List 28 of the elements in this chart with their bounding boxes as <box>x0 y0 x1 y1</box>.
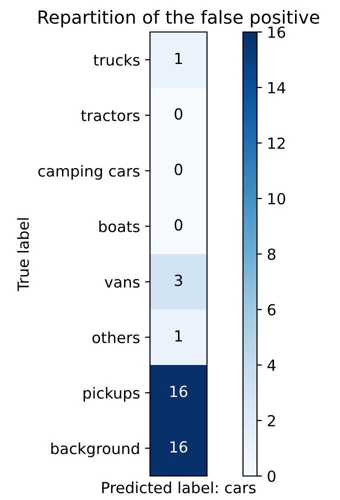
y-axis-title: True label <box>17 218 29 292</box>
data-label: 0 <box>174 219 182 231</box>
color-bar-label: 12 <box>268 137 285 149</box>
y-tick-label: others <box>92 331 140 344</box>
color-bar-label: 16 <box>268 26 286 38</box>
y-tick-label: vans <box>104 279 140 288</box>
y-tick-label: camping cars <box>38 164 140 180</box>
y-tick-label: tractors <box>81 110 140 122</box>
data-label: 0 <box>174 164 182 176</box>
color-bar-label: 0 <box>268 470 276 482</box>
y-tick-label: trucks <box>94 54 140 66</box>
color-bar-label: 8 <box>268 248 276 260</box>
color-bar-label: 2 <box>268 414 275 426</box>
chart-title: Repartition of the false positive <box>38 10 320 28</box>
y-tick-label: background <box>51 442 139 458</box>
y-tick-label: boats <box>99 220 140 232</box>
data-label: 16 <box>170 441 188 453</box>
color-bar-label: 6 <box>268 304 276 316</box>
x-axis-title: Predicted label: cars <box>102 482 256 494</box>
color-bar-label: 10 <box>268 192 286 205</box>
data-label: 0 <box>174 108 182 120</box>
data-label: 1 <box>175 52 182 64</box>
color-bar-label: 14 <box>268 82 286 94</box>
color-bar-label: 4 <box>267 360 276 371</box>
data-label: 3 <box>174 274 182 286</box>
data-label: 16 <box>170 386 188 398</box>
y-tick-label: pickups <box>84 386 140 402</box>
data-label: 1 <box>175 330 182 342</box>
